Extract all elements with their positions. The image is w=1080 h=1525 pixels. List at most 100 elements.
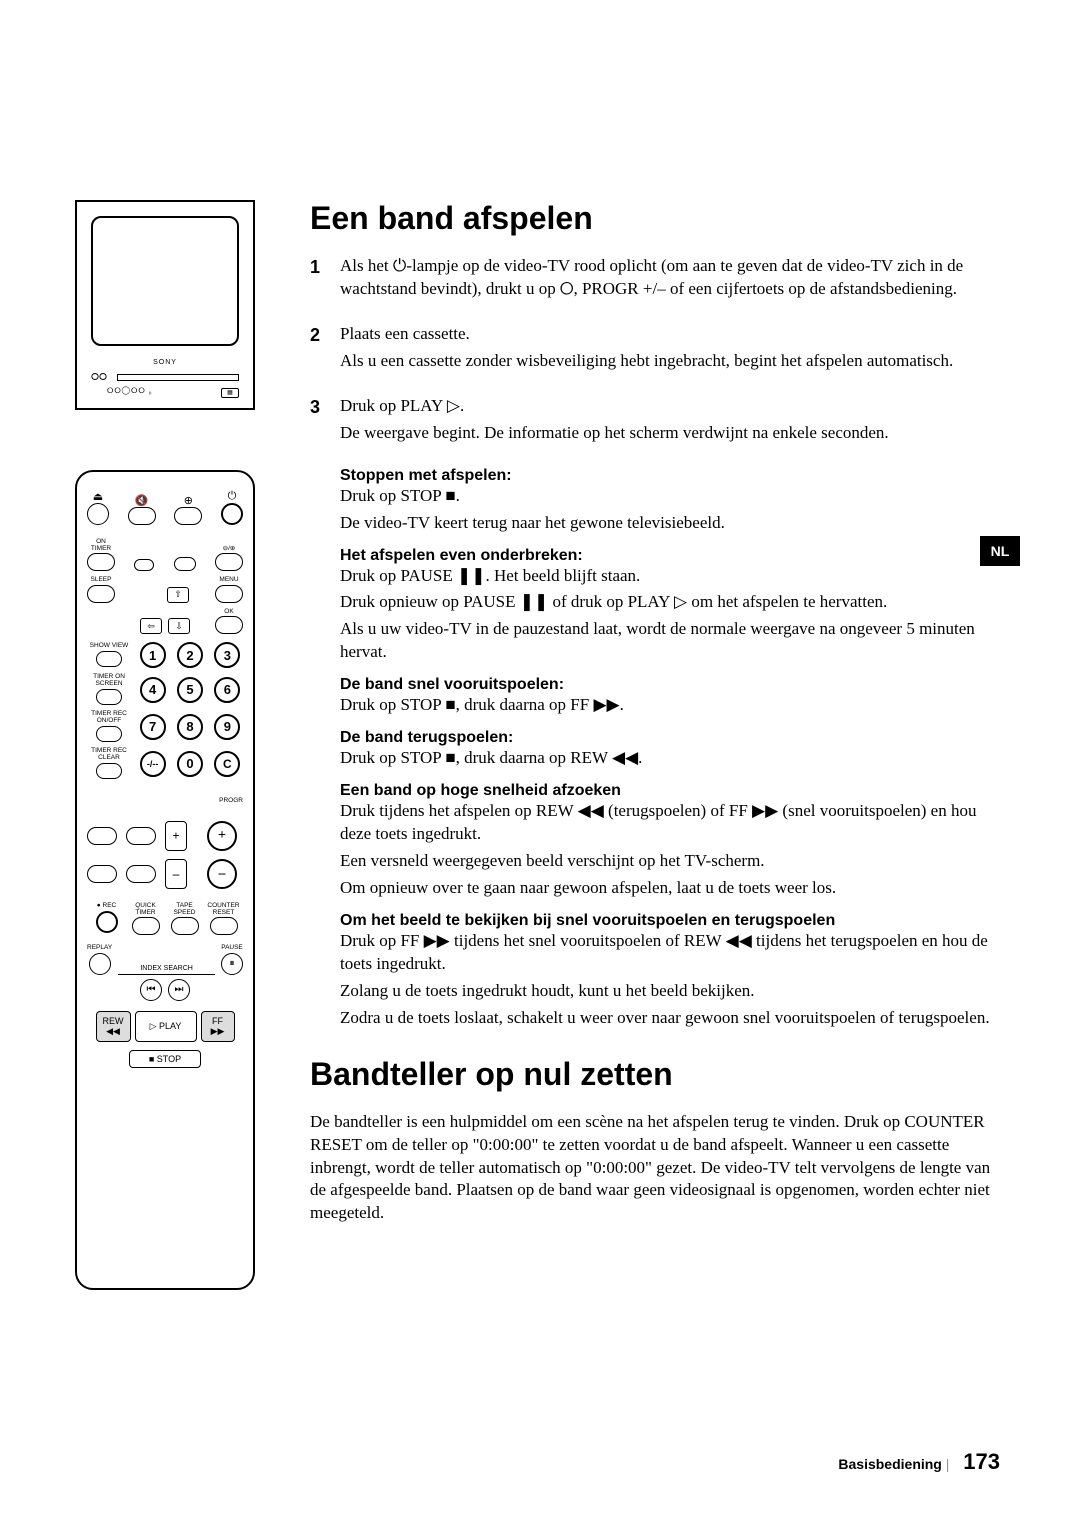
remote-progr-block: + + – – [87,821,243,889]
tv-illustration: SONY ⭘⭘ ⭘⭘◯⭘⭘ ₀ ▦ [75,200,255,410]
remote-number-grid: SHOW VIEW 1 2 3 TIMER ON SCREEN 4 5 6 TI… [87,642,243,779]
remote-rec-row: ● REC QUICK TIMER TAPE SPEED COUNTER RES… [87,903,243,935]
num-1: 1 [140,642,166,668]
play-button: ▷ PLAY [135,1011,197,1042]
on-timer-label: ON TIMER [91,539,111,552]
play-label: PLAY [159,1021,181,1031]
remote-top-row: ⏏ 🔇 ⊕ ⏻ [87,490,243,525]
timer-onscreen-label: TIMER ON SCREEN [87,674,131,687]
sub-6-line-2: Zolang u de toets ingedrukt houdt, kunt … [340,980,1010,1003]
rew-label: REW [103,1016,124,1026]
sub-2-title: Het afspelen even onderbreken: [340,547,1010,565]
section-2-body: De bandteller is een hulpmiddel om een s… [310,1111,1010,1226]
remote-transport-row: REW ◀◀ ▷ PLAY FF ▶▶ [87,1011,243,1042]
step-3-line-1: Druk op PLAY ▷. [340,395,889,418]
step-2-line-1: Plaats een cassette. [340,323,953,346]
step-1-num: 1 [310,255,328,305]
footer-section-label: Basisbediening [838,1456,941,1472]
sub-6-line-3: Zodra u de toets loslaat, schakelt u wee… [340,1007,1010,1030]
main-text-column: Een band afspelen 1 Als het ⏻-lampje op … [310,200,1010,1225]
sub-1-title: Stoppen met afspelen: [340,467,1010,485]
step-1: 1 Als het ⏻-lampje op de video-TV rood o… [310,255,1010,305]
vol-pill-1 [87,827,117,845]
sleep-label: SLEEP [91,577,112,584]
page-footer: Basisbediening | 173 [838,1449,1000,1475]
sub-3-line-1: Druk op STOP ■, druk daarna op FF ▶▶. [340,694,1010,717]
timer-rec-clear-label: TIMER REC CLEAR [87,748,131,761]
language-tab: NL [980,536,1020,566]
tv-control-icons: ⭘⭘◯⭘⭘ ₀ [107,386,153,396]
rec-dot-icon: ● [97,902,101,909]
input-select-label: ⊖/⊕ [223,546,236,553]
sub-1-line-1: Druk op STOP ■. [340,485,1010,508]
progr-minus: – [207,859,237,889]
ff-icon: ▶▶ [211,1026,225,1037]
num-9: 9 [214,714,240,740]
ok-label: OK [224,609,233,616]
nav-pad-up: ⇧ [167,587,189,603]
minus-pill: – [165,859,187,889]
heading-1: Een band afspelen [310,200,1010,237]
pause-label: PAUSE [221,945,243,952]
num-5: 5 [177,677,203,703]
tv-format-badge: ▦ [221,388,239,398]
showview-label: SHOW VIEW [90,643,129,650]
timer-rec-onoff-label: TIMER REC ON/OFF [87,711,131,724]
sub-2-line-2: Druk opnieuw op PAUSE ❚❚ of druk op PLAY… [340,591,1010,614]
sub-5-line-3: Om opnieuw over te gaan naar gewoon afsp… [340,877,1010,900]
sub-2-line-1: Druk op PAUSE ❚❚. Het beeld blijft staan… [340,565,1010,588]
counter-reset-label: COUNTER RESET [204,903,243,916]
tv-brand-label: SONY [77,359,253,366]
num-8: 8 [177,714,203,740]
num-7: 7 [140,714,166,740]
num-2: 2 [177,642,203,668]
heading-2: Bandteller op nul zetten [310,1056,1010,1093]
tv-cassette-slot [117,374,239,381]
sub-5-title: Een band op hoge snelheid afzoeken [340,782,1010,800]
ff-label: FF [212,1016,223,1026]
num-3: 3 [214,642,240,668]
sub-2-line-3: Als u uw video-TV in de pauzestand laat,… [340,618,1010,664]
sub-6-line-1: Druk op FF ▶▶ tijdens het snel vooruitsp… [340,930,1010,976]
progr-label: PROGR [219,797,243,804]
left-illustration-column: SONY ⭘⭘ ⭘⭘◯⭘⭘ ₀ ▦ ⏏ 🔇 ⊕ ⏻ ON TIMER ⊖/⊕ S… [75,200,255,1290]
vol-pill-3 [87,865,117,883]
subsections: Stoppen met afspelen: Druk op STOP ■. De… [340,467,1010,1030]
tv-indicator-lights: ⭘⭘ [91,372,107,383]
quick-timer-label: QUICK TIMER [126,903,165,916]
remote-row-2: ON TIMER ⊖/⊕ [87,539,243,571]
num-4: 4 [140,677,166,703]
index-next-icon: ⏭ [168,979,190,1001]
vol-pill-2 [126,827,156,845]
step-1-text: Als het ⏻-lampje op de video-TV rood opl… [340,255,1010,301]
sub-6-title: Om het beeld te bekijken bij snel voorui… [340,912,1010,930]
sub-5-line-1: Druk tijdens het afspelen op REW ◀◀ (ter… [340,800,1010,846]
tape-speed-label: TAPE SPEED [165,903,204,916]
num-6: 6 [214,677,240,703]
ff-button: FF ▶▶ [201,1011,235,1042]
clear-key: C [214,751,240,777]
step-3-line-2: De weergave begint. De informatie op het… [340,422,889,445]
nav-down: ⇩ [168,618,190,634]
plus-pill: + [165,821,187,851]
num-0: 0 [177,751,203,777]
rec-label: REC [103,902,117,909]
page-number: 173 [963,1449,1000,1474]
sub-3-title: De band snel vooruitspoelen: [340,676,1010,694]
index-search-label: INDEX SEARCH [140,965,193,972]
sub-4-title: De band terugspoelen: [340,729,1010,747]
tv-front-panel: ⭘⭘ ⭘⭘◯⭘⭘ ₀ ▦ [87,372,243,400]
progr-plus: + [207,821,237,851]
sub-5-line-2: Een versneld weergegeven beeld verschijn… [340,850,1010,873]
display-icon: ⊕ [184,494,193,507]
power-icon: ⏻ [228,490,237,503]
remote-row-3: SLEEP ⇧ MENU [87,577,243,603]
rew-button: REW ◀◀ [96,1011,131,1042]
replay-label: REPLAY [87,945,112,952]
remote-replay-row: REPLAY INDEX SEARCH PAUSE⏸ [87,945,243,975]
alt-key: -/-- [140,751,166,777]
step-2: 2 Plaats een cassette. Als u een cassett… [310,323,1010,377]
step-3: 3 Druk op PLAY ▷. De weergave begint. De… [310,395,1010,449]
section-2: Bandteller op nul zetten De bandteller i… [310,1056,1010,1226]
nav-left: ⇦ [140,618,162,634]
